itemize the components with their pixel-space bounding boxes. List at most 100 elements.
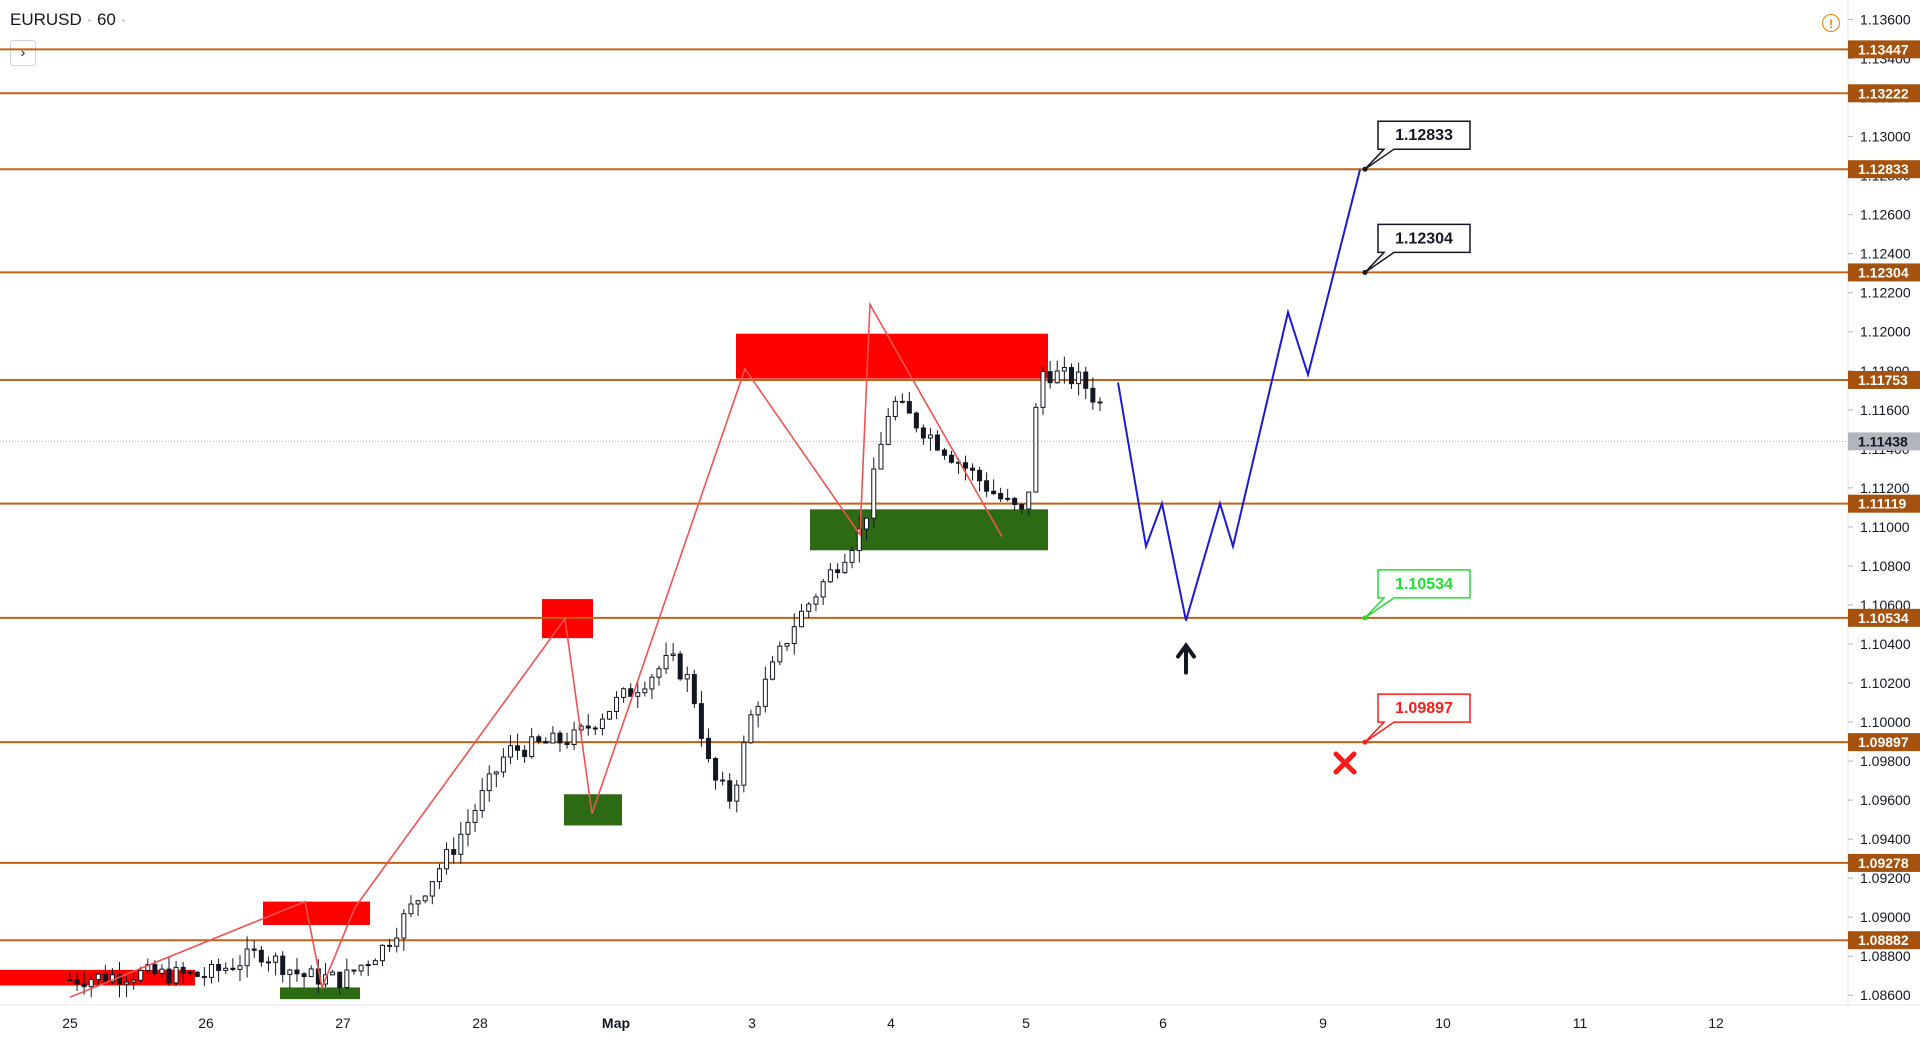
candle-body	[1097, 401, 1103, 404]
candle-body	[280, 955, 286, 975]
candle-body	[1083, 371, 1089, 389]
price-tick-label: 1.09400	[1860, 831, 1911, 847]
candle-body	[1047, 371, 1053, 384]
candle-body	[820, 581, 826, 598]
price-tick-label: 1.11600	[1860, 402, 1910, 418]
candle-body	[1033, 406, 1039, 493]
candle-body	[755, 705, 761, 716]
current-price-tag	[1848, 432, 1920, 451]
candle-body	[599, 718, 605, 729]
price-tick-label: 1.10800	[1860, 558, 1911, 574]
time-tick-label: 26	[198, 1015, 214, 1031]
candle-body	[705, 737, 711, 760]
time-tick-label: 25	[62, 1015, 78, 1031]
time-tick-label: 3	[748, 1015, 756, 1031]
candle-body	[927, 434, 933, 439]
candle-body	[720, 779, 726, 782]
candle-body	[550, 732, 556, 744]
candle-body	[1068, 367, 1074, 385]
price-tick-label: 1.11200	[1860, 480, 1910, 496]
price-callout-box	[1364, 693, 1471, 743]
price-callout-label: 1.12833	[1395, 127, 1453, 144]
interval-label: 60	[96, 10, 116, 29]
time-tick-label: 4	[887, 1015, 895, 1031]
candle-body	[1090, 387, 1096, 403]
time-tick-label: Мар	[602, 1015, 630, 1031]
price-tick-label: 1.13600	[1860, 12, 1911, 28]
candle-body	[791, 626, 797, 645]
candle-body	[1061, 367, 1067, 372]
price-tick-label: 1.09200	[1860, 870, 1911, 886]
candle-body	[941, 449, 947, 456]
price-tick-label: 1.10400	[1860, 636, 1911, 652]
price-tick-label: 1.12000	[1860, 324, 1911, 340]
candle-body	[244, 948, 250, 967]
candle-body	[592, 727, 598, 730]
supply-zone	[263, 901, 370, 925]
candle-body	[465, 821, 471, 835]
candle-body	[849, 550, 855, 563]
candle-body	[152, 964, 158, 974]
symbol-label[interactable]: EURUSD · 60 ·	[10, 10, 126, 30]
candle-body	[436, 868, 442, 883]
candle-body	[387, 944, 393, 947]
level-price-tag-label: 1.13447	[1858, 41, 1909, 57]
price-callout-box	[1364, 569, 1471, 619]
warning-icon[interactable]: !	[1822, 14, 1840, 32]
demand-zone	[810, 509, 1048, 551]
price-tick-label: 1.08600	[1860, 987, 1911, 1003]
candle-body	[194, 971, 200, 977]
candle-body	[451, 849, 457, 855]
candle-body	[138, 970, 144, 981]
candle-body	[401, 913, 407, 939]
candle-body	[237, 965, 243, 970]
candle-body	[642, 688, 648, 694]
candle-body	[878, 443, 884, 470]
level-price-tag	[1848, 931, 1920, 950]
chevron-right-icon[interactable]: ›	[10, 40, 36, 66]
candle-body	[131, 979, 137, 983]
price-callout-anchor	[1362, 166, 1368, 172]
candle-body	[365, 964, 371, 967]
level-price-tag-label: 1.12304	[1858, 264, 1909, 280]
price-tick-label: 1.12600	[1860, 207, 1911, 223]
candle-body	[892, 400, 898, 417]
candle-body	[691, 674, 697, 705]
candle-body	[748, 714, 754, 744]
candle-body	[1026, 491, 1032, 510]
price-callout-anchor	[1362, 269, 1368, 275]
level-price-tag-label: 1.12833	[1858, 161, 1909, 177]
candle-body	[948, 454, 954, 463]
candle-body	[913, 412, 919, 429]
candle-body	[543, 741, 549, 744]
candle-body	[394, 937, 400, 947]
level-price-tag-label: 1.13222	[1858, 85, 1909, 101]
candle-body	[806, 603, 812, 612]
candle-body	[208, 964, 214, 978]
candle-body	[180, 966, 186, 974]
level-price-tag-label: 1.11753	[1858, 372, 1908, 388]
candle-body	[827, 569, 833, 583]
candle-body	[906, 401, 912, 414]
candle-body	[864, 517, 870, 530]
candle-body	[351, 969, 357, 972]
candle-body	[258, 949, 264, 963]
candle-body	[585, 725, 591, 729]
candle-body	[330, 971, 336, 976]
candle-body	[1076, 371, 1082, 385]
candle-body	[187, 971, 193, 974]
level-price-tag-label: 1.08882	[1858, 932, 1909, 948]
candle-body	[472, 810, 478, 823]
price-tick-label: 1.10000	[1860, 714, 1911, 730]
candle-body	[777, 645, 783, 663]
candle-body	[529, 736, 535, 758]
price-callout-label: 1.10534	[1395, 576, 1453, 593]
stop-cross-icon	[1333, 751, 1357, 775]
level-price-tag	[1848, 733, 1920, 752]
candle-body	[372, 960, 378, 966]
candle-body	[991, 490, 997, 495]
time-tick-label: 10	[1435, 1015, 1451, 1031]
time-tick-label: 5	[1022, 1015, 1030, 1031]
candle-body	[95, 973, 101, 981]
